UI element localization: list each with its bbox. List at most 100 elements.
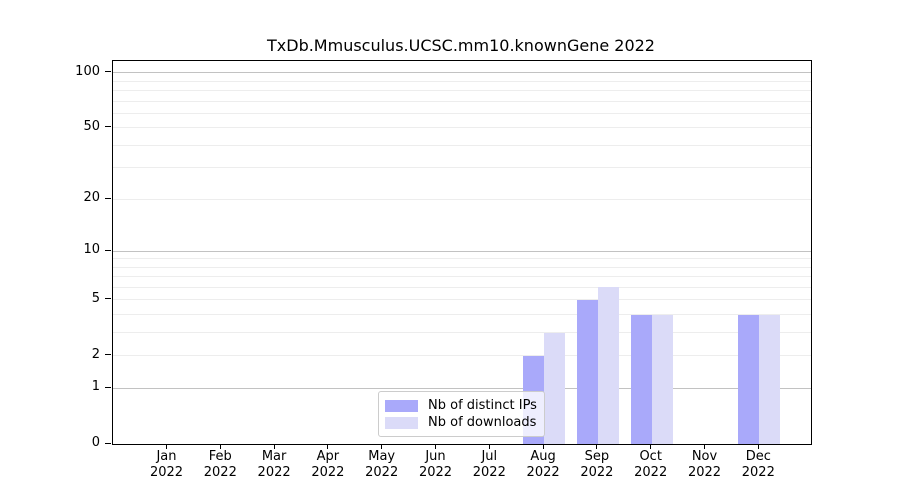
minor-gridline — [113, 286, 811, 288]
x-tick-year: 2022 — [634, 465, 668, 480]
minor-gridline — [113, 80, 811, 82]
x-tick-label-oct: Oct 2022 — [624, 449, 678, 481]
x-tick-label-mar: Mar 2022 — [247, 449, 301, 481]
x-tick-label-may: May 2022 — [355, 449, 409, 481]
x-tick-year: 2022 — [687, 465, 722, 480]
x-tick-mark — [488, 444, 490, 449]
plot-area — [112, 60, 812, 445]
minor-gridline — [113, 258, 811, 260]
legend-swatch-downloads — [385, 416, 418, 429]
x-tick-label-dec: Dec 2022 — [731, 449, 785, 481]
x-tick-month: May — [368, 449, 396, 464]
x-tick-label-jul: Jul 2022 — [462, 449, 516, 481]
major-gridline — [113, 72, 811, 74]
x-tick-mark — [650, 444, 652, 449]
minor-gridline — [113, 198, 811, 200]
minor-gridline — [113, 266, 811, 268]
y-tick-mark — [105, 354, 111, 356]
minor-gridline — [113, 299, 811, 301]
y-tick-label: 10 — [83, 242, 100, 258]
x-tick-year: 2022 — [418, 465, 453, 480]
x-tick-mark — [596, 444, 598, 449]
x-tick-month: Oct — [639, 449, 662, 464]
bar-distinct-ips-dec — [738, 314, 760, 444]
y-tick-label: 2 — [91, 346, 100, 362]
x-tick-label-jun: Jun 2022 — [409, 449, 463, 481]
x-tick-year: 2022 — [311, 465, 345, 480]
y-tick-mark — [105, 386, 111, 388]
legend-row: Nb of distinct IPs — [385, 397, 537, 414]
bar-downloads-aug — [544, 332, 566, 444]
x-tick-year: 2022 — [472, 465, 506, 480]
minor-gridline — [113, 127, 811, 129]
y-tick-mark — [105, 249, 111, 251]
x-tick-mark — [219, 444, 221, 449]
x-tick-label-sep: Sep 2022 — [570, 449, 624, 481]
x-tick-mark — [435, 444, 436, 449]
x-tick-month: Sep — [584, 449, 610, 464]
minor-gridline — [113, 112, 811, 114]
major-gridline — [113, 250, 811, 252]
y-tick-mark — [105, 298, 111, 300]
x-tick-mark — [542, 444, 544, 449]
minor-gridline — [113, 100, 811, 102]
y-tick-label: 0 — [91, 435, 100, 450]
y-tick-label: 1 — [91, 379, 100, 395]
minor-gridline — [113, 355, 811, 357]
x-tick-mark — [381, 444, 383, 449]
y-tick-mark — [105, 197, 111, 199]
x-tick-label-apr: Apr 2022 — [301, 449, 355, 481]
x-tick-mark — [327, 444, 329, 449]
major-gridline — [113, 387, 811, 389]
y-tick-label: 50 — [83, 118, 100, 134]
x-tick-label-jan: Jan 2022 — [140, 449, 194, 481]
y-tick-label: 20 — [83, 190, 100, 206]
bar-downloads-sep — [597, 287, 619, 444]
y-tick-mark — [105, 126, 111, 128]
legend-swatch-distinct-ips — [385, 399, 418, 412]
x-tick-month: Aug — [530, 449, 556, 464]
minor-gridline — [113, 276, 811, 278]
x-tick-year: 2022 — [203, 465, 237, 480]
x-tick-mark — [166, 444, 167, 449]
legend-label: Nb of downloads — [428, 415, 537, 430]
x-tick-year: 2022 — [365, 465, 399, 480]
x-tick-month: Feb — [208, 449, 232, 464]
x-tick-month: Jul — [481, 449, 498, 464]
legend-row: Nb of downloads — [385, 414, 536, 431]
x-tick-mark — [704, 444, 705, 449]
legend: Nb of distinct IPs Nb of downloads — [378, 391, 545, 437]
y-tick-label: 100 — [75, 63, 100, 79]
bar-downloads-oct — [651, 314, 673, 444]
x-tick-year: 2022 — [741, 465, 775, 480]
minor-gridline — [113, 144, 811, 146]
legend-label: Nb of distinct IPs — [428, 398, 537, 413]
x-tick-month: Apr — [316, 449, 340, 464]
minor-gridline — [113, 167, 811, 169]
minor-gridline — [113, 314, 811, 316]
x-tick-month: Jun — [425, 449, 446, 464]
bar-distinct-ips-oct — [630, 314, 652, 444]
y-tick-label: 5 — [91, 290, 100, 306]
x-tick-label-nov: Nov 2022 — [678, 449, 732, 481]
x-tick-month: Jan — [156, 449, 177, 464]
x-tick-label-aug: Aug 2022 — [516, 449, 570, 481]
x-tick-year: 2022 — [580, 465, 614, 480]
minor-gridline — [113, 332, 811, 333]
bar-downloads-dec — [759, 314, 781, 444]
x-tick-month: Nov — [691, 449, 718, 464]
x-tick-month: Mar — [261, 449, 287, 464]
x-tick-year: 2022 — [526, 465, 560, 480]
x-tick-year: 2022 — [149, 465, 184, 480]
y-tick-mark — [105, 71, 111, 73]
x-tick-month: Dec — [745, 449, 771, 464]
bar-distinct-ips-sep — [576, 299, 598, 444]
y-tick-mark — [105, 442, 111, 444]
minor-gridline — [113, 90, 811, 92]
x-tick-mark — [757, 444, 759, 449]
x-tick-mark — [273, 444, 275, 449]
x-tick-label-feb: Feb 2022 — [193, 449, 247, 481]
x-tick-year: 2022 — [257, 465, 291, 480]
chart-title: TxDb.Mmusculus.UCSC.mm10.knownGene 2022 — [267, 36, 655, 55]
